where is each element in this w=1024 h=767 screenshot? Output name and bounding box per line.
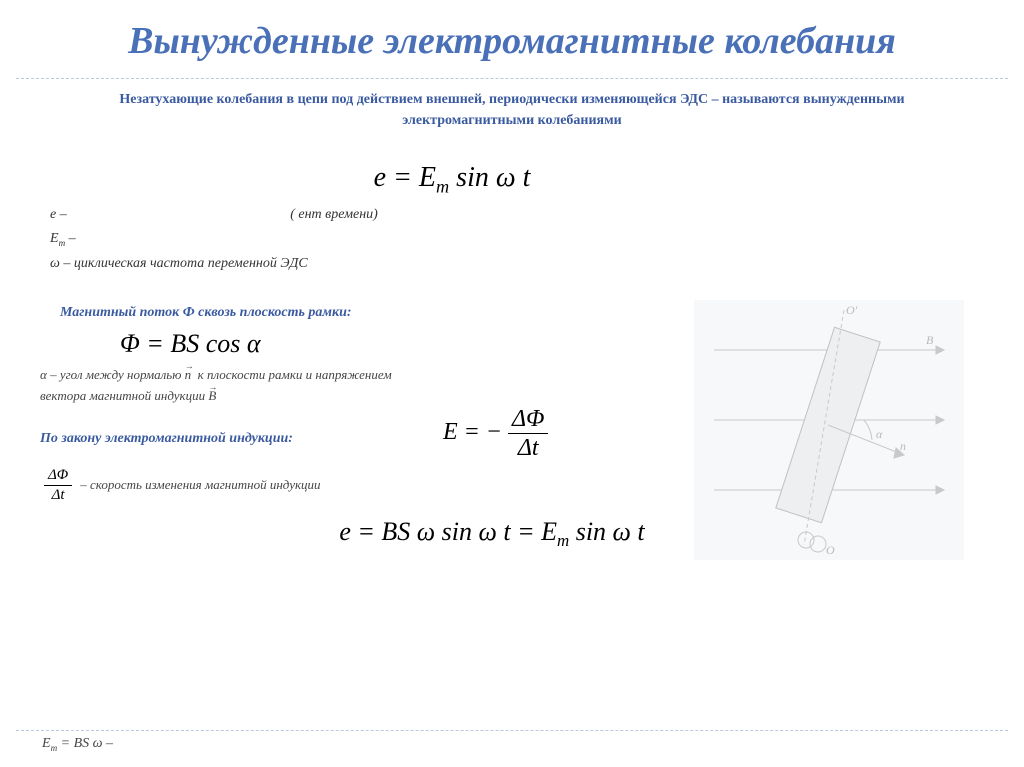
paren-note: ( ент времени) <box>290 203 378 227</box>
footer-formula: Em = BS ω – <box>42 736 113 753</box>
subtitle: Незатухающие колебания в цепи под действ… <box>0 79 1024 132</box>
formula-e-induction: E = − ΔΦ Δt <box>443 407 548 460</box>
page-title: Вынужденные электромагнитные колебания <box>0 0 1024 72</box>
svg-text:n: n <box>900 439 906 453</box>
svg-text:O: O <box>826 543 835 557</box>
symbol-definitions: e – ( ент времени) Em – ω – циклическая … <box>50 203 984 275</box>
def-em: Em – <box>50 227 984 251</box>
def-omega: ω – циклическая частота переменной ЭДС <box>50 252 984 276</box>
divider-bottom <box>16 730 1008 731</box>
formula-emf: e = Em sin ω t <box>0 162 984 198</box>
frame-diagram: O' B n α O <box>694 300 964 560</box>
heading-law: По закону электромагнитной индукции: <box>40 431 293 447</box>
svg-text:O': O' <box>846 303 858 317</box>
svg-text:α: α <box>876 427 883 441</box>
svg-text:B: B <box>926 333 934 347</box>
desc-dphi: – скорость изменения магнитной индукции <box>80 475 320 496</box>
def-e: e – <box>50 207 67 222</box>
